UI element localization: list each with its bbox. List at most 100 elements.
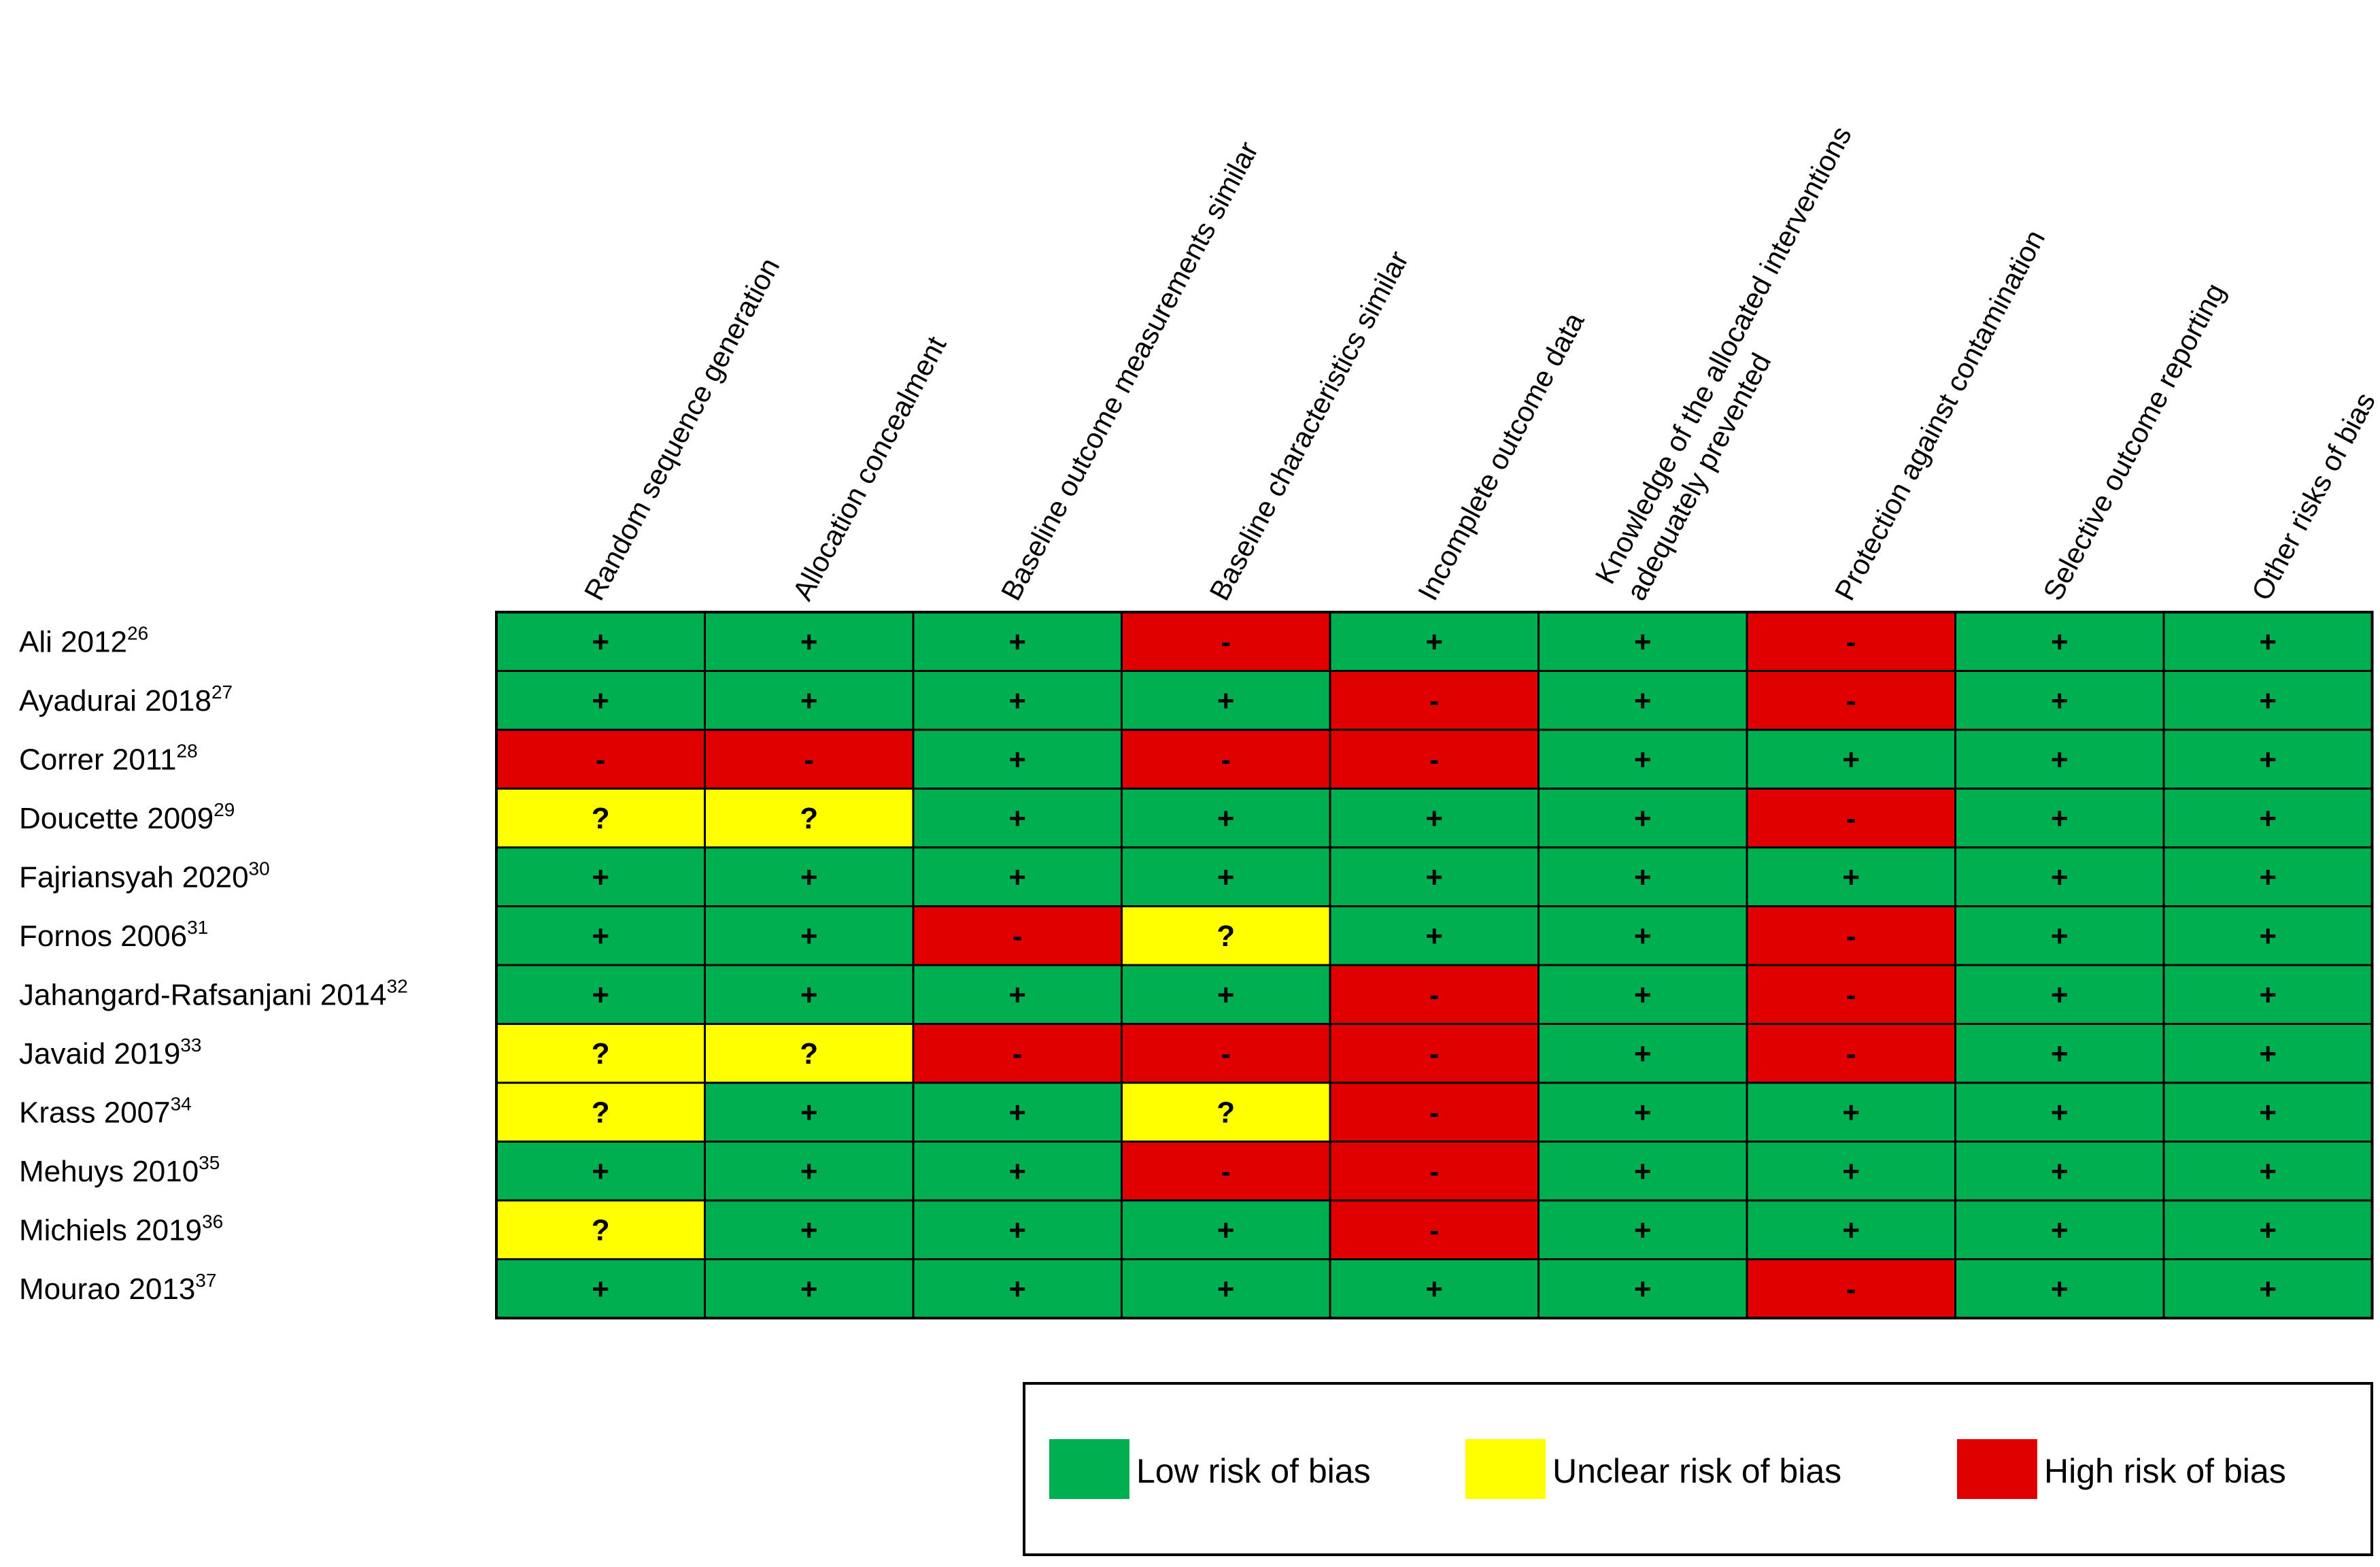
rating-cell-fill — [1121, 670, 1331, 731]
rating-symbol: - — [1221, 1155, 1231, 1188]
rating-cell: + — [1537, 846, 1748, 907]
rating-cell: + — [1746, 846, 1956, 907]
rating-cell: + — [1121, 846, 1331, 907]
rating-symbol: + — [800, 978, 818, 1011]
study-reference: 36 — [202, 1211, 223, 1232]
rating-cell: + — [1954, 1081, 2165, 1143]
study-label: Mehuys 201035 — [19, 1152, 220, 1188]
rating-cell: - — [1329, 1081, 1540, 1143]
rating-symbol: + — [1217, 1213, 1235, 1247]
rating-symbol: + — [2051, 1096, 2069, 1129]
rating-cell: + — [1537, 788, 1748, 849]
rating-symbol: + — [1008, 1155, 1026, 1188]
rating-cell: + — [2162, 1258, 2373, 1319]
rating-cell-fill — [1746, 905, 1956, 966]
rating-cell-fill — [704, 1023, 915, 1084]
rating-symbol: + — [1634, 1273, 1652, 1306]
rating-symbol: + — [2259, 1213, 2277, 1247]
study-label: Fajriansyah 202030 — [19, 858, 270, 894]
rating-cell: + — [1537, 1081, 1748, 1143]
rating-cell-fill — [912, 846, 1123, 907]
rating-cell: ? — [495, 1199, 706, 1260]
rating-cell: + — [1954, 611, 2165, 672]
rating-cell: + — [1746, 1081, 1956, 1143]
rating-cell: + — [2162, 905, 2373, 966]
rating-symbol: + — [1842, 743, 1860, 776]
rating-symbol: + — [800, 625, 818, 658]
rating-grid: + + + - + + - + + + + + + - + - + + - - + - - + + + +?? + + + + - + + + + + +… — [495, 611, 2374, 1319]
rating-cell: + — [912, 670, 1123, 731]
rating-cell: + — [2162, 1023, 2373, 1084]
rating-symbol: + — [2051, 860, 2069, 894]
rating-cell-fill — [1121, 964, 1331, 1025]
rating-symbol: + — [1634, 1096, 1652, 1129]
rating-cell: - — [1121, 1023, 1331, 1084]
rating-cell-fill — [495, 905, 706, 966]
rating-cell-fill — [704, 1258, 915, 1319]
rating-symbol: + — [2051, 1155, 2069, 1188]
rating-symbol: + — [2051, 1273, 2069, 1306]
rating-cell: + — [1954, 1023, 2165, 1084]
study-name: Mourao 2013 — [19, 1273, 195, 1306]
rating-symbol: + — [2259, 802, 2277, 835]
rating-cell-fill — [704, 1199, 915, 1260]
study-label: Mourao 201337 — [19, 1270, 216, 1306]
column-header-line: Allocation concealment — [786, 331, 952, 606]
rating-cell: + — [1329, 905, 1540, 966]
rating-cell-fill — [2162, 1199, 2373, 1260]
rating-cell: + — [1537, 1141, 1748, 1202]
rating-symbol: + — [592, 625, 609, 658]
rating-symbol: + — [1425, 625, 1443, 658]
rating-cell: + — [2162, 964, 2373, 1025]
rating-cell: ? — [495, 1081, 706, 1143]
rating-cell-fill — [1954, 670, 2165, 731]
column-header-line: Random sequence generation — [578, 252, 786, 605]
rating-cell: + — [704, 1081, 915, 1143]
rating-cell: + — [1954, 670, 2165, 731]
rating-cell: + — [1954, 905, 2165, 966]
rating-cell-fill — [1121, 1258, 1331, 1319]
rating-symbol: + — [1634, 625, 1652, 658]
rating-cell: - — [1746, 788, 1956, 849]
rating-symbol: - — [1429, 1213, 1440, 1247]
rating-symbol: + — [2259, 920, 2277, 953]
column-header: Selective outcome reporting — [2037, 277, 2231, 605]
rating-cell-fill — [495, 1199, 706, 1260]
rating-cell: + — [1537, 1023, 1748, 1084]
legend-entry: Low risk of bias — [1049, 1439, 1371, 1499]
rating-cell: + — [912, 1141, 1123, 1202]
rating-cell: ? — [495, 788, 706, 849]
rating-cell: + — [1121, 964, 1331, 1025]
study-name: Javaid 2019 — [19, 1037, 180, 1071]
rating-cell-fill — [1121, 1081, 1331, 1143]
column-header: Baseline outcome measurements similar — [995, 136, 1265, 605]
rating-symbol: + — [1634, 743, 1652, 776]
rating-symbol: + — [1008, 860, 1026, 894]
study-label: Javaid 201933 — [19, 1034, 201, 1071]
study-reference: 34 — [171, 1093, 192, 1114]
rating-cell: + — [1746, 1199, 1956, 1260]
rating-symbol: + — [800, 1155, 818, 1188]
rating-cell: + — [1954, 788, 2165, 849]
study-name: Ali 2012 — [19, 625, 127, 658]
rating-cell: ? — [1121, 1081, 1331, 1143]
rating-cell: - — [1329, 964, 1540, 1025]
rating-symbol: - — [1429, 1155, 1440, 1188]
study-reference: 29 — [214, 799, 235, 820]
rating-cell-fill — [912, 611, 1123, 672]
study-reference: 33 — [180, 1034, 201, 1056]
column-header-line: Incomplete outcome data — [1412, 307, 1591, 605]
rating-cell-fill — [1746, 728, 1956, 790]
rating-cell-fill — [2162, 1081, 2373, 1143]
rating-symbol: - — [1013, 1037, 1023, 1071]
rating-cell-fill — [1121, 905, 1331, 966]
rating-cell: ? — [495, 1023, 706, 1084]
rating-cell: + — [2162, 1081, 2373, 1143]
rating-symbol: - — [804, 743, 814, 776]
rating-symbol: + — [1842, 1155, 1860, 1188]
rating-cell-fill — [1954, 846, 2165, 907]
rating-cell-fill — [912, 788, 1123, 849]
rating-cell: - — [1746, 964, 1956, 1025]
study-reference: 26 — [127, 622, 148, 643]
rating-cell: + — [1329, 1258, 1540, 1319]
